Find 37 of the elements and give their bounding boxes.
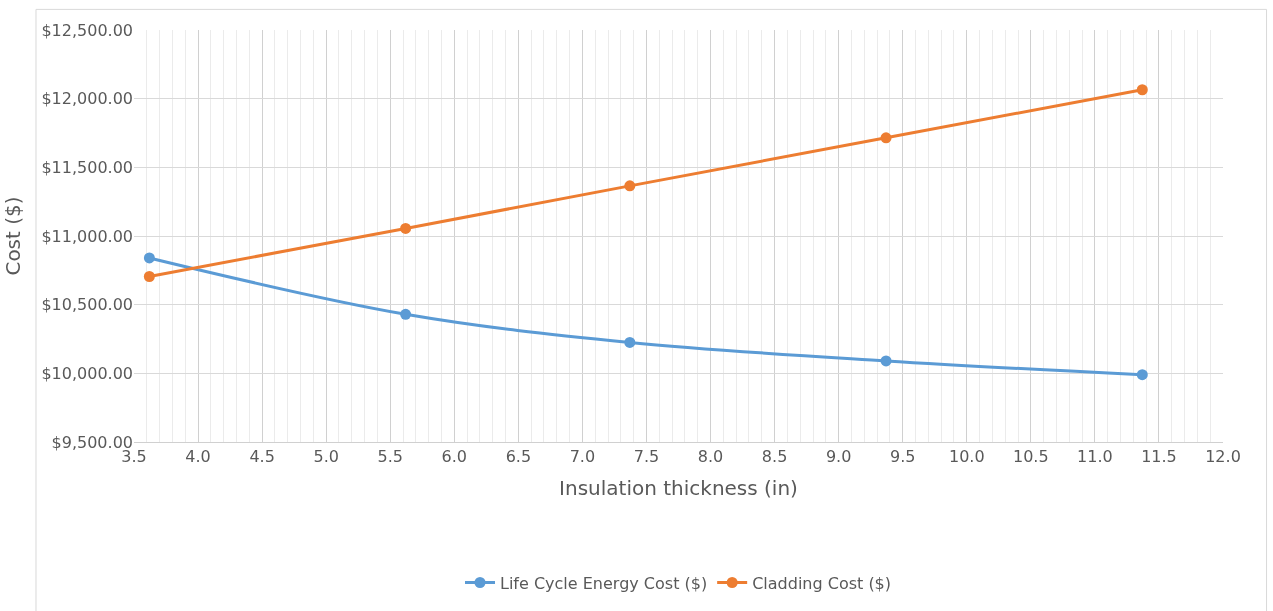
point: [624, 336, 636, 348]
x-tick-label: 7.5: [633, 447, 660, 467]
x-tick-label: 9.0: [825, 447, 852, 467]
point: [400, 222, 412, 234]
x-tick-label: 10.0: [948, 447, 985, 467]
x-tick-label: 5.0: [313, 447, 339, 467]
point: [400, 308, 412, 320]
x-tick-label: 10.5: [1013, 447, 1049, 467]
x-axis-title: Insulation thickness (in): [559, 475, 798, 500]
y-tick-label: $10,500.00: [41, 295, 133, 315]
x-tick-label: 6.5: [505, 447, 532, 467]
x-tick-label: 11.0: [1077, 447, 1113, 467]
point: [143, 271, 155, 283]
point: [880, 132, 892, 144]
legend-label: Life Cycle Energy Cost ($): [500, 573, 708, 593]
x-tick-label: 8.0: [697, 447, 724, 467]
y-tick-label: $10,000.00: [41, 363, 133, 383]
x-tick-label: 4.5: [249, 447, 275, 467]
x-tick-label: 8.5: [761, 447, 788, 467]
y-axis-title: Cost ($): [0, 196, 25, 276]
x-tick-label: 11.5: [1141, 447, 1177, 467]
x-tick-label: 7.0: [569, 447, 596, 467]
x-tick-label: 6.0: [441, 447, 468, 467]
point: [880, 355, 892, 367]
legend-label: Cladding Cost ($): [752, 573, 892, 593]
point: [143, 252, 155, 264]
point: [1136, 84, 1148, 96]
y-tick-label: $11,500.00: [41, 157, 133, 177]
x-tick-label: 4.0: [185, 447, 211, 467]
point: [1136, 369, 1148, 381]
x-tick-label: 12.0: [1205, 447, 1241, 467]
y-tick-label: $12,500.00: [41, 20, 133, 40]
point: [624, 180, 636, 192]
x-tick-label: 9.5: [889, 447, 916, 467]
y-tick-label: $12,000.00: [41, 89, 133, 109]
y-tick-label: $11,000.00: [41, 226, 133, 246]
x-tick-label: 5.5: [377, 447, 403, 467]
